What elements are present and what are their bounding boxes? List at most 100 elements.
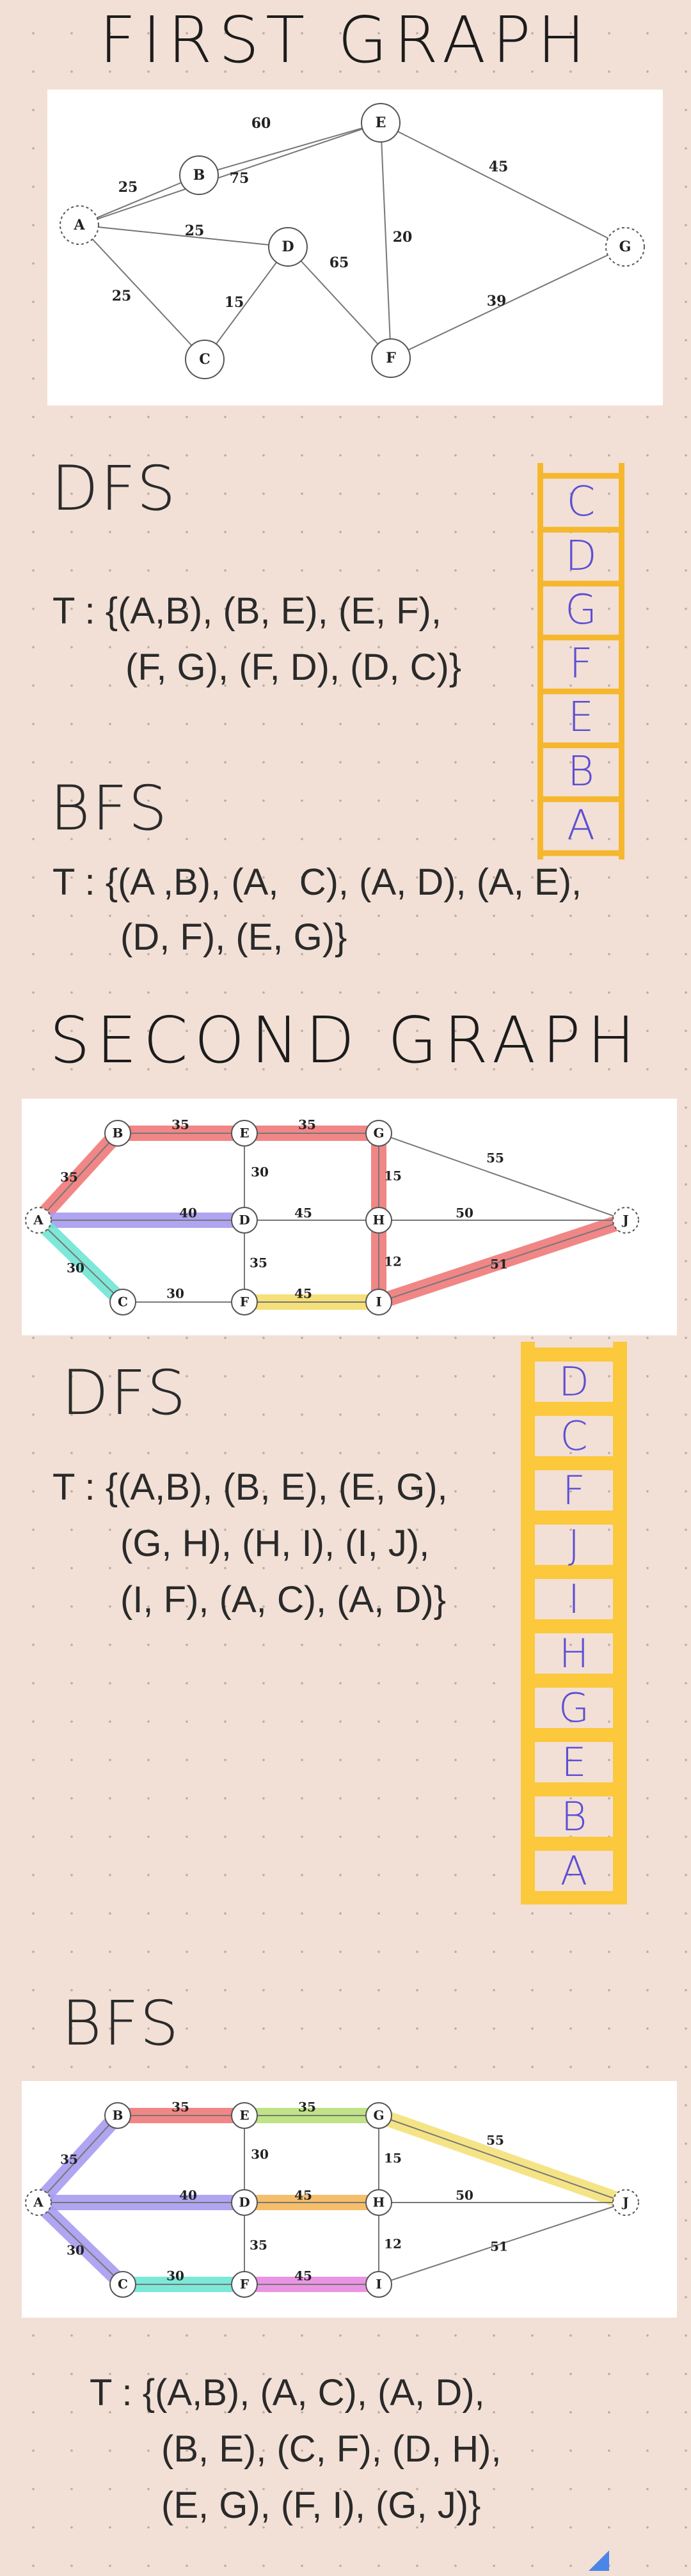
s2-rung-0 bbox=[521, 1347, 627, 1362]
g1-edge-b-e bbox=[198, 122, 381, 176]
second-graph-bfs-tree-line2: (B, E), (C, F), (D, H), bbox=[161, 2428, 502, 2470]
s1-stack-item: F bbox=[569, 640, 593, 688]
g3-weight-a-c: 30 bbox=[67, 2243, 84, 2258]
g3-weight-f-i: 45 bbox=[294, 2268, 312, 2284]
g2-node-d bbox=[231, 1207, 258, 1234]
s1-rung-0 bbox=[537, 473, 624, 479]
first-graph-heading: FIRST GRAPH bbox=[99, 3, 592, 77]
g3-node-label-a: A bbox=[33, 2195, 44, 2210]
s1-ladder bbox=[537, 463, 624, 860]
s2-stack-item: D bbox=[559, 1358, 589, 1405]
g3-node-f bbox=[231, 2271, 258, 2298]
s1-stack-item: C bbox=[566, 478, 596, 526]
s1-rung-5 bbox=[537, 742, 624, 748]
g3-node-g bbox=[365, 2102, 392, 2129]
g2-node-label-f: F bbox=[240, 1294, 249, 1310]
g1-edge-e-g bbox=[380, 122, 626, 247]
s2-stack-item: I bbox=[568, 1575, 580, 1622]
g2-node-label-i: I bbox=[376, 1294, 381, 1310]
second-graph-bfs-diagram: 35 40 30 35 35 30 45 35 30 45 15 12 55 50 51 A B C D E F G H I J bbox=[22, 2081, 677, 2318]
g3-weight-g-h: 15 bbox=[384, 2151, 402, 2166]
g2-node-j bbox=[612, 1207, 639, 1234]
g3-node-a bbox=[25, 2189, 52, 2216]
g1-weight-a-b: 25 bbox=[118, 179, 138, 196]
g3-node-label-j: J bbox=[621, 2195, 628, 2210]
g1-weight-f-g: 39 bbox=[487, 293, 507, 310]
s2-rung-2 bbox=[521, 1456, 627, 1470]
s1-stack-item: A bbox=[567, 802, 595, 850]
s1-stack-item: G bbox=[565, 586, 597, 634]
g2-weight-a-d: 40 bbox=[179, 1206, 197, 1221]
g3-node-label-e: E bbox=[239, 2108, 249, 2123]
g3-weight-e-g: 35 bbox=[298, 2100, 316, 2115]
g3-weight-i-j: 51 bbox=[490, 2239, 508, 2254]
g1-edge-a-b bbox=[79, 175, 200, 226]
first-graph-dfs-tree-line2: (F, G), (F, D), (D, C)} bbox=[125, 647, 462, 688]
g1-node-g bbox=[605, 227, 645, 267]
second-graph-heading: SECOND GRAPH bbox=[49, 1003, 642, 1078]
g1-weight-e-f: 20 bbox=[393, 229, 413, 246]
g2-node-label-c: C bbox=[118, 1294, 128, 1310]
first-graph-diagram: 25 75 25 25 60 15 65 20 45 39 A B C D E F G bbox=[47, 90, 663, 405]
g3-weight-a-b: 35 bbox=[60, 2152, 78, 2167]
g2-weight-a-c: 30 bbox=[67, 1261, 84, 1276]
s2-stack-item: H bbox=[559, 1630, 589, 1677]
g2-weight-f-i: 45 bbox=[294, 1286, 312, 1301]
s1-rung-3 bbox=[537, 634, 624, 641]
second-graph-dfs-tree-line2: (G, H), (H, I), (I, J), bbox=[120, 1523, 430, 1564]
g1-node-label-f: F bbox=[386, 350, 396, 366]
s2-rung-3 bbox=[521, 1511, 627, 1525]
s2-rung-4 bbox=[521, 1565, 627, 1579]
g1-weight-e-g: 45 bbox=[489, 159, 509, 175]
g1-node-label-c: C bbox=[199, 351, 210, 368]
g1-node-label-g: G bbox=[619, 239, 631, 255]
s2-rung-1 bbox=[521, 1402, 627, 1416]
s2-stack-item: C bbox=[560, 1412, 588, 1459]
first-graph-bfs-tree-line2: (D, F), (E, G)} bbox=[120, 916, 347, 958]
g1-weight-a-d: 25 bbox=[185, 223, 205, 239]
g2-weight-g-j: 55 bbox=[486, 1151, 504, 1166]
g1-weight-d-f: 65 bbox=[330, 255, 349, 271]
second-graph-dfs-diagram: 35 40 30 35 35 30 45 35 30 45 15 12 55 50 51 A B C D E F G H I J bbox=[22, 1099, 677, 1335]
second-graph-bfs-svg: 35 40 30 35 35 30 45 35 30 45 15 12 55 50 51 A B C D E F G H I J bbox=[25, 2100, 639, 2298]
second-graph-dfs-svg: 35 40 30 35 35 30 45 35 30 45 15 12 55 50 51 A B C D E F G H I J bbox=[25, 1117, 639, 1315]
g3-node-i bbox=[365, 2271, 392, 2298]
g1-edge-e-f bbox=[380, 122, 392, 359]
g3-node-d bbox=[231, 2189, 258, 2216]
g2-weight-h-i: 12 bbox=[384, 1254, 402, 1269]
g3-weight-c-f: 30 bbox=[166, 2268, 184, 2284]
g2-node-g bbox=[365, 1120, 392, 1147]
g1-weight-a-e: 75 bbox=[230, 170, 250, 187]
g2-node-b bbox=[104, 1120, 131, 1147]
g1-weight-b-e: 60 bbox=[251, 115, 271, 132]
g1-edge-a-d bbox=[79, 224, 289, 247]
second-graph-dfs-title: DFS bbox=[61, 1357, 188, 1429]
s1-stack-item: E bbox=[568, 694, 594, 742]
s2-rung-6 bbox=[521, 1674, 627, 1688]
g2-weight-b-e: 35 bbox=[171, 1117, 189, 1133]
s2-rung-9 bbox=[521, 1837, 627, 1851]
g2-node-label-e: E bbox=[239, 1126, 249, 1141]
g2-node-e bbox=[231, 1120, 258, 1147]
g3-edge-a-b bbox=[38, 2115, 118, 2203]
first-graph-svg: 25 75 25 25 60 15 65 20 45 39 A B C D E F G bbox=[60, 103, 645, 379]
s2-stack-item: B bbox=[560, 1793, 587, 1840]
g2-weight-h-j: 50 bbox=[456, 1206, 473, 1221]
g2-edge-a-b bbox=[38, 1133, 118, 1221]
g1-node-label-a: A bbox=[73, 217, 85, 233]
g1-node-a bbox=[60, 205, 99, 245]
g2-edge-a-c bbox=[38, 1220, 123, 1303]
g3-weight-h-j: 50 bbox=[456, 2188, 473, 2203]
g2-weight-a-b: 35 bbox=[60, 1170, 78, 1185]
s2-stack-item: F bbox=[562, 1466, 585, 1514]
g2-node-label-g: G bbox=[373, 1126, 384, 1141]
g1-edge-c-d bbox=[204, 246, 289, 360]
g3-weight-b-e: 35 bbox=[171, 2100, 189, 2115]
g1-node-label-e: E bbox=[376, 114, 386, 131]
g2-node-label-j: J bbox=[621, 1213, 628, 1228]
g2-node-label-b: B bbox=[113, 1126, 123, 1141]
g2-weight-i-j: 51 bbox=[490, 1257, 508, 1272]
g1-weight-c-d: 15 bbox=[225, 294, 244, 311]
